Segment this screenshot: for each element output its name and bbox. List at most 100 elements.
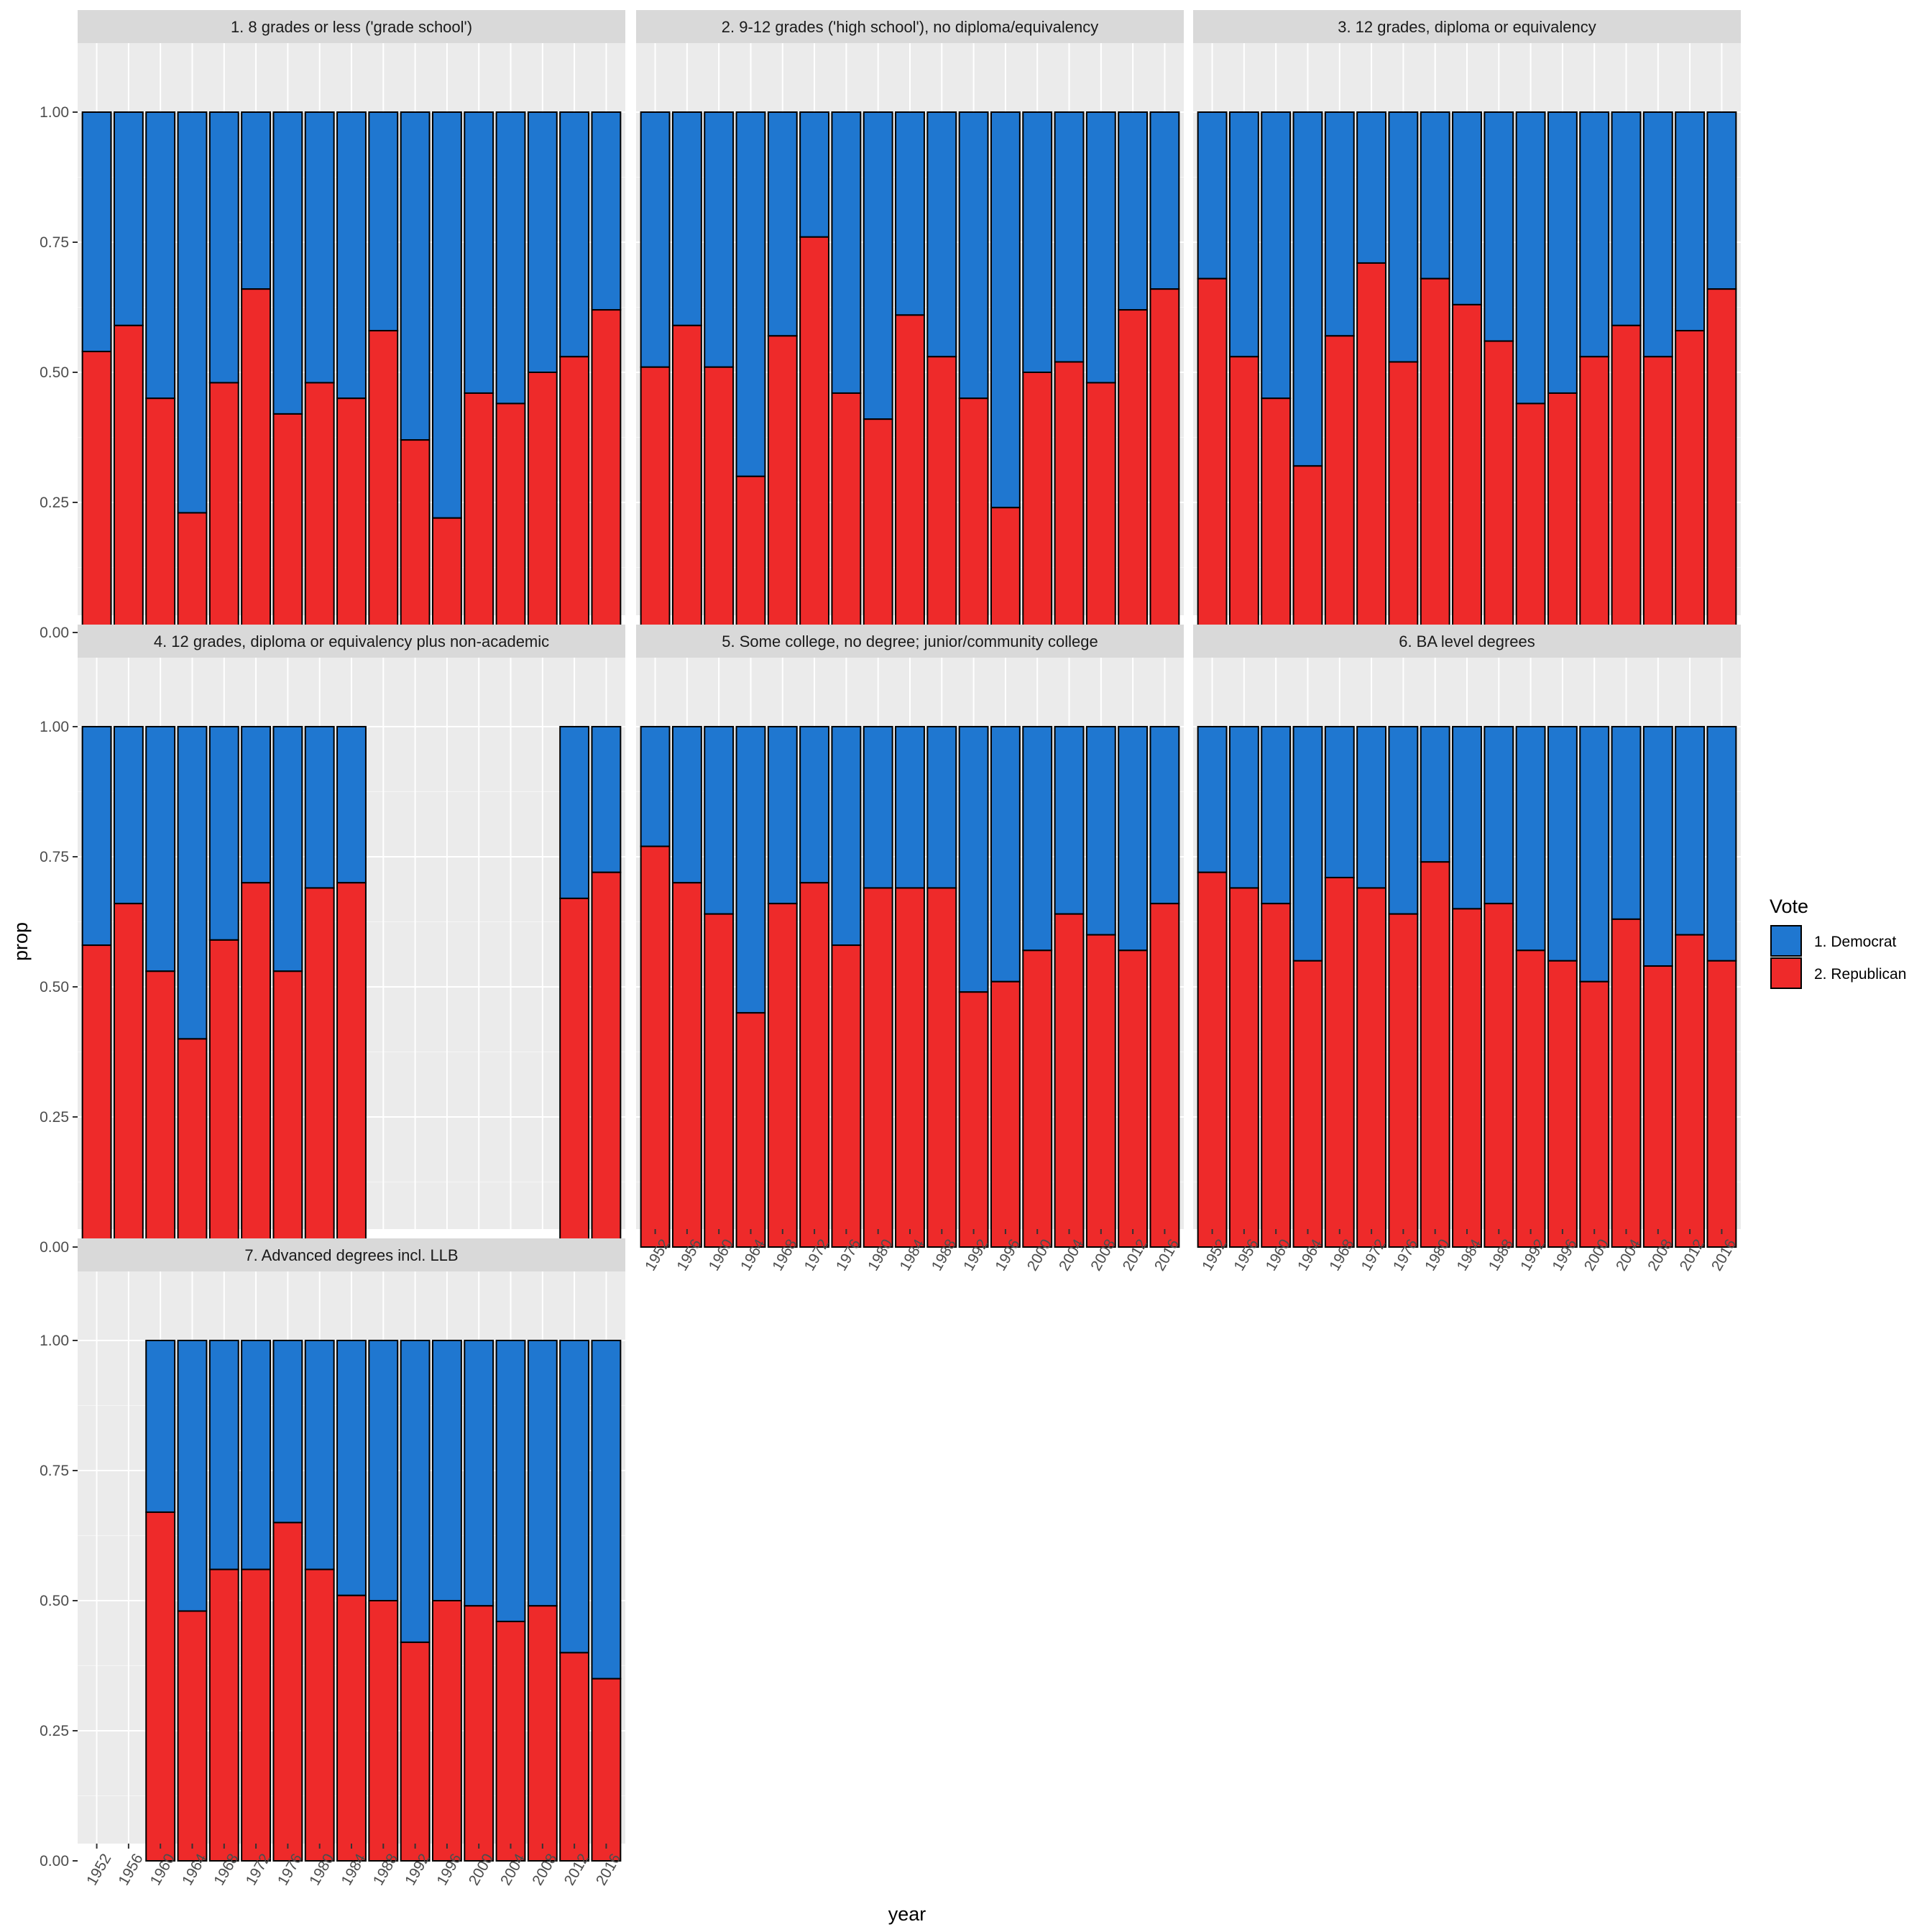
bar-republican-1984 — [336, 882, 367, 1248]
legend-label-republican: 2. Republican — [1814, 966, 1906, 983]
bar-republican-2008 — [1642, 965, 1673, 1248]
legend-key-republican — [1770, 957, 1802, 989]
bar-republican-1980 — [1420, 277, 1450, 633]
bar-democrat-2012 — [1675, 111, 1706, 332]
facet-strip — [78, 1238, 625, 1271]
facet-strip — [636, 10, 1184, 43]
bar-democrat-1980 — [862, 111, 893, 420]
bar-republican-1964 — [735, 1012, 766, 1248]
bar-republican-1992 — [958, 397, 989, 633]
bar-democrat-1996 — [1547, 111, 1578, 394]
legend-label-democrat: 1. Democrat — [1814, 934, 1897, 950]
bar-republican-1984 — [1452, 303, 1482, 633]
bar-democrat-1992 — [1515, 111, 1546, 405]
y-tick-label: 0.00 — [40, 1239, 69, 1256]
bar-democrat-1960 — [145, 111, 176, 400]
bar-republican-1976 — [831, 392, 862, 634]
bar-democrat-2004 — [1611, 726, 1642, 920]
bar-republican-1980 — [1420, 861, 1450, 1248]
facet-title: 7. Advanced degrees incl. LLB — [244, 1246, 458, 1264]
bar-republican-1996 — [431, 517, 462, 633]
bar-democrat-1988 — [926, 726, 957, 889]
bar-republican-1968 — [208, 382, 239, 633]
bar-republican-2016 — [1706, 960, 1737, 1248]
bar-democrat-1960 — [704, 726, 735, 915]
bar-republican-1968 — [767, 335, 798, 633]
bar-republican-1984 — [1452, 908, 1482, 1248]
bar-democrat-1976 — [1388, 111, 1419, 363]
facet-title: 1. 8 grades or less ('grade school') — [231, 18, 472, 36]
bar-democrat-1996 — [431, 1340, 462, 1601]
facet-panel-5: 5. Some college, no degree; junior/commu… — [636, 625, 1184, 1248]
bar-democrat-1976 — [272, 1340, 303, 1524]
bar-republican-1988 — [368, 330, 399, 633]
bar-republican-2012 — [1118, 309, 1149, 633]
bar-republican-2016 — [1149, 903, 1180, 1248]
y-tick-label: 0.25 — [40, 494, 69, 511]
bar-democrat-2012 — [1118, 726, 1149, 952]
bar-republican-1964 — [177, 512, 208, 633]
bar-democrat-1996 — [1547, 726, 1578, 962]
bar-democrat-2016 — [591, 111, 622, 311]
facet-panel-2: 2. 9-12 grades ('high school'), no diplo… — [636, 10, 1184, 634]
bar-democrat-1964 — [177, 111, 208, 514]
bar-republican-1972 — [1356, 262, 1387, 633]
bar-democrat-1968 — [208, 1340, 239, 1570]
bar-democrat-1956 — [671, 111, 702, 326]
bar-democrat-1976 — [272, 726, 303, 972]
bar-democrat-1992 — [958, 111, 989, 400]
bar-democrat-1952 — [1197, 726, 1228, 873]
bar-democrat-1992 — [400, 1340, 431, 1643]
bar-republican-1972 — [241, 1568, 272, 1862]
bar-republican-1988 — [1484, 903, 1514, 1248]
bar-democrat-1984 — [1452, 726, 1482, 910]
bar-democrat-1980 — [1420, 726, 1450, 863]
bar-republican-2008 — [527, 1605, 558, 1862]
bar-republican-1980 — [304, 382, 335, 633]
bar-republican-1976 — [272, 970, 303, 1248]
bar-democrat-2016 — [1706, 111, 1737, 290]
bar-democrat-1968 — [208, 111, 239, 384]
bar-democrat-2008 — [1642, 726, 1673, 967]
bar-democrat-1968 — [1324, 111, 1355, 337]
bar-republican-1964 — [177, 1610, 208, 1862]
bar-republican-2012 — [1118, 949, 1149, 1248]
bar-democrat-1984 — [336, 726, 367, 884]
bar-republican-1956 — [113, 903, 144, 1248]
bar-democrat-2000 — [1579, 111, 1610, 358]
bar-democrat-2004 — [1611, 111, 1642, 326]
facet-title: 2. 9-12 grades ('high school'), no diplo… — [722, 18, 1099, 36]
bar-democrat-1972 — [241, 1340, 272, 1570]
bar-democrat-1988 — [1484, 726, 1514, 905]
bar-democrat-1960 — [145, 726, 176, 972]
bar-republican-1964 — [735, 475, 766, 633]
y-tick-label: 0.75 — [40, 849, 69, 865]
bar-republican-1956 — [671, 324, 702, 633]
bar-republican-1972 — [799, 236, 830, 633]
bar-republican-1992 — [400, 1641, 431, 1862]
bar-democrat-2000 — [464, 111, 494, 394]
bar-republican-1952 — [81, 944, 112, 1248]
facet-strip — [1193, 10, 1741, 43]
bar-republican-2016 — [1706, 288, 1737, 633]
bar-republican-1952 — [1197, 277, 1228, 633]
bar-republican-1956 — [1228, 887, 1259, 1248]
bar-republican-1968 — [1324, 876, 1355, 1248]
facet-strip — [636, 625, 1184, 658]
y-tick-label: 0.50 — [40, 1593, 69, 1609]
bar-democrat-1984 — [895, 726, 925, 889]
bar-democrat-2000 — [1579, 726, 1610, 983]
bar-democrat-1984 — [1452, 111, 1482, 305]
bar-democrat-1988 — [1484, 111, 1514, 342]
bar-republican-2004 — [1054, 361, 1085, 633]
bar-democrat-1972 — [799, 111, 830, 238]
y-tick-label: 0.75 — [40, 234, 69, 251]
bar-democrat-1984 — [895, 111, 925, 316]
bar-republican-1952 — [640, 366, 671, 633]
facet-title: 5. Some college, no degree; junior/commu… — [722, 632, 1098, 650]
bar-democrat-1952 — [640, 111, 671, 368]
bar-democrat-2012 — [1675, 726, 1706, 936]
bar-republican-1988 — [368, 1600, 399, 1862]
bar-republican-1960 — [145, 970, 176, 1248]
facet-panel-3: 3. 12 grades, diploma or equivalency — [1193, 10, 1741, 634]
